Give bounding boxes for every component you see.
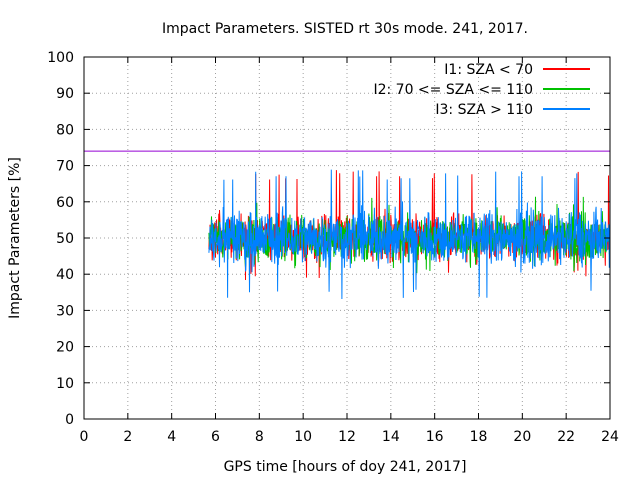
y-tick-label: 90 [56, 86, 74, 102]
x-tick-label: 4 [167, 429, 176, 445]
y-tick-label: 70 [56, 159, 74, 175]
x-tick-label: 20 [513, 429, 531, 445]
y-tick-label: 80 [56, 122, 74, 138]
y-tick-label: 0 [65, 412, 74, 428]
x-tick-label: 22 [557, 429, 575, 445]
x-tick-label: 18 [470, 429, 488, 445]
legend-label-1: I1: SZA < 70 [444, 62, 533, 78]
legend-label-2: I2: 70 <= SZA <= 110 [373, 82, 533, 98]
x-axis-label: GPS time [hours of doy 241, 2017] [224, 459, 467, 475]
x-tick-label: 24 [601, 429, 619, 445]
y-tick-label: 10 [56, 376, 74, 392]
x-tick-label: 6 [211, 429, 220, 445]
y-tick-label: 30 [56, 303, 74, 319]
x-tick-label: 12 [338, 429, 356, 445]
x-tick-label: 14 [382, 429, 400, 445]
x-tick-label: 16 [426, 429, 444, 445]
y-tick-label: 20 [56, 340, 74, 356]
x-tick-label: 0 [80, 429, 89, 445]
chart-title: Impact Parameters. SISTED rt 30s mode. 2… [162, 21, 528, 37]
y-tick-label: 100 [47, 50, 74, 66]
x-tick-label: 8 [255, 429, 264, 445]
y-tick-label: 50 [56, 231, 74, 247]
legend: I1: SZA < 70 I2: 70 <= SZA <= 110 I3: SZA … [373, 62, 590, 118]
chart: Impact Parameters. SISTED rt 30s mode. 2… [0, 0, 640, 480]
y-tick-label: 40 [56, 267, 74, 283]
legend-label-3: I3: SZA > 110 [435, 102, 533, 118]
y-tick-label: 60 [56, 195, 74, 211]
y-axis-label: Impact Parameters [%] [7, 157, 23, 319]
x-tick-label: 2 [123, 429, 132, 445]
plot-data [209, 170, 610, 299]
x-tick-label: 10 [294, 429, 312, 445]
